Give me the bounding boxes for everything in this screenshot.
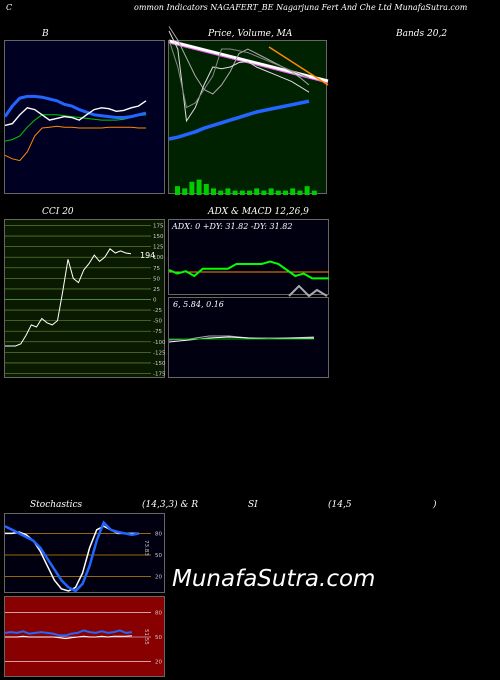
bb-upper-band xyxy=(4,114,147,142)
stoch-tick-label: 50 xyxy=(155,553,162,559)
cci-tick-label: 25 xyxy=(153,287,160,293)
stoch-chart: 80 50 20 73.83 xyxy=(4,520,162,593)
ma-line-white xyxy=(168,39,329,83)
cci-tick-label: -75 xyxy=(153,329,162,335)
stoch-last-label: 73.83 xyxy=(143,540,149,556)
stoch-title-left: Stochastics xyxy=(30,500,83,510)
bb-middle-band xyxy=(3,94,147,119)
stoch-title-mid: (14,3,3) & R xyxy=(142,500,199,510)
adx-plus-line xyxy=(168,260,329,280)
volume-bar xyxy=(275,190,281,195)
stoch-panel: 80 50 20 73.83 xyxy=(4,513,165,593)
volume-bar xyxy=(311,190,317,195)
rsi-smooth-line xyxy=(5,635,133,640)
rsi-line xyxy=(4,629,133,637)
bollinger-chart xyxy=(3,94,147,162)
header-title: ommon Indicators NAGAFERT_BE Nagarjuna F… xyxy=(134,3,468,12)
stoch-title-si: SI xyxy=(248,500,258,510)
cci-last-label: 194 xyxy=(140,251,155,260)
ma-line-orange xyxy=(268,46,329,86)
volume-bar xyxy=(225,188,231,195)
volume-bars xyxy=(175,179,317,195)
bb-title-left: B xyxy=(42,29,49,39)
volume-bar xyxy=(239,190,245,195)
cci-tick-label: -50 xyxy=(153,319,162,325)
rsi-chart: 80 50 20 51.55 xyxy=(4,610,162,666)
cci-line xyxy=(5,248,132,347)
stoch-tick-label: 80 xyxy=(155,531,162,537)
rsi-tick-label: 20 xyxy=(155,660,162,666)
rsi-panel: 80 50 20 51.55 xyxy=(4,596,165,677)
brand-watermark: MunafaSutra.com xyxy=(172,566,376,592)
bollinger-panel xyxy=(3,40,165,194)
cci-tick-label: -125 xyxy=(153,350,166,356)
bb-price-line xyxy=(4,100,147,127)
volume-bar xyxy=(254,188,260,195)
stoch-k-line xyxy=(4,520,140,593)
cci-tick-label: 125 xyxy=(153,245,164,251)
cci-title: CCI 20 xyxy=(42,207,74,217)
macd-signal-line xyxy=(168,336,314,343)
price-line xyxy=(168,30,310,123)
stoch-title-right: (14,5 xyxy=(328,500,352,510)
adx-title: ADX & MACD 12,26,9 xyxy=(208,207,309,217)
volume-bar xyxy=(261,190,267,195)
bb-lower-band xyxy=(4,125,146,162)
header-c: C xyxy=(6,3,13,12)
cci-tick-label: -150 xyxy=(153,361,166,367)
ma-line-grey2 xyxy=(168,39,310,109)
cci-tick-label: -100 xyxy=(153,340,166,346)
stoch-tick-label: 20 xyxy=(155,575,162,581)
price-panel xyxy=(168,26,329,195)
volume-bar xyxy=(283,190,288,195)
rsi-tick-label: 80 xyxy=(155,610,162,616)
cci-tick-label: 50 xyxy=(153,276,160,282)
volume-bar xyxy=(175,186,180,195)
volume-bar xyxy=(247,190,252,195)
cci-tick-label: -25 xyxy=(153,308,162,314)
cci-tick-label: 75 xyxy=(153,266,160,272)
price-title: Price, Volume, MA xyxy=(208,29,293,39)
volume-bar xyxy=(182,188,188,195)
ma-line-pink xyxy=(168,42,329,84)
bb-title-right: Bands 20,2 xyxy=(396,29,448,39)
macd-chart xyxy=(168,335,315,343)
volume-bar xyxy=(196,179,202,195)
volume-bar xyxy=(268,188,274,195)
price-chart xyxy=(168,26,329,195)
volume-bar xyxy=(297,190,303,195)
adx-chart xyxy=(168,260,329,298)
volume-bar xyxy=(218,190,224,195)
macd-readout: 6, 5.84, 0.16 xyxy=(173,300,224,309)
cci-panel: 175 150 125 100 75 50 25 0 -25 -50 -75 -100 -125 -150… xyxy=(4,219,166,378)
cci-tick-label: -175 xyxy=(153,372,166,378)
rsi-tick-label: 50 xyxy=(155,635,162,641)
cci-tick-label: 175 xyxy=(153,224,164,230)
cci-tick-label: 150 xyxy=(153,234,164,240)
rsi-last-label: 51.55 xyxy=(143,629,149,645)
cci-chart: 175 150 125 100 75 50 25 0 -25 -50 -75 -100 -125 -150… xyxy=(5,224,166,378)
macd-panel: 6, 5.84, 0.16 xyxy=(168,297,329,378)
cci-tick-label: 100 xyxy=(153,255,164,261)
volume-bar xyxy=(232,190,238,195)
adx-grey-line xyxy=(288,284,328,298)
volume-bar xyxy=(304,186,310,195)
cci-grid: 175 150 125 100 75 50 25 0 -25 -50 -75 -100 -125 -150… xyxy=(5,224,166,378)
volume-bar xyxy=(203,184,209,195)
adx-readout: ADX: 0 +DY: 31.82 -DY: 31.82 xyxy=(172,222,293,231)
volume-bar xyxy=(189,181,195,195)
cci-tick-label: 0 xyxy=(153,298,157,304)
volume-bar xyxy=(290,188,296,195)
ma-line-blue xyxy=(168,99,310,141)
volume-bar xyxy=(211,188,216,195)
rsi-grid: 80 50 20 xyxy=(5,610,162,666)
stoch-title-paren: ) xyxy=(433,500,437,510)
adx-panel: ADX: 0 +DY: 31.82 -DY: 31.82 xyxy=(168,219,329,298)
